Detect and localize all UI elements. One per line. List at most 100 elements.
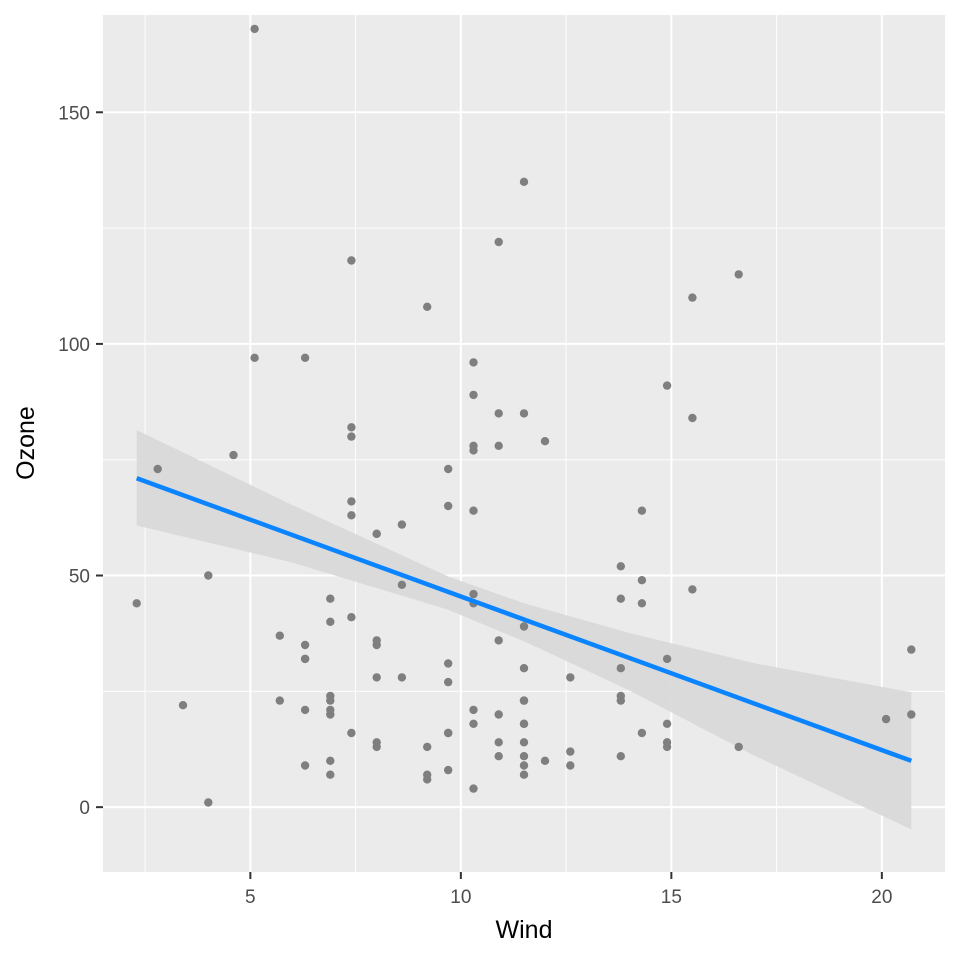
- grid-minor: [103, 15, 945, 872]
- data-point: [326, 705, 335, 715]
- data-point: [540, 756, 550, 765]
- data-point: [469, 506, 478, 515]
- data-point: [132, 599, 141, 608]
- data-points: [132, 24, 916, 807]
- data-point: [519, 696, 529, 705]
- data-point: [688, 293, 697, 302]
- data-point: [347, 728, 356, 738]
- data-point: [469, 358, 478, 367]
- data-point: [616, 594, 625, 603]
- data-point: [519, 622, 529, 631]
- data-point: [372, 640, 381, 650]
- data-point: [881, 714, 891, 724]
- y-axis-title: Ozone: [12, 406, 40, 480]
- data-point: [326, 617, 335, 626]
- data-point: [444, 677, 453, 687]
- data-point: [372, 529, 381, 538]
- data-point: [662, 654, 672, 664]
- data-point: [372, 673, 381, 682]
- data-point: [616, 664, 625, 673]
- data-point: [347, 432, 356, 441]
- x-tick-label: 15: [661, 887, 682, 908]
- regression-line-layer: [135, 476, 913, 763]
- data-point: [616, 752, 625, 761]
- data-point: [566, 673, 575, 682]
- y-tick-label: 50: [69, 567, 90, 588]
- data-point: [300, 654, 310, 664]
- data-point: [300, 761, 310, 770]
- x-axis-title: Wind: [496, 916, 553, 944]
- data-point: [519, 752, 529, 761]
- data-point: [637, 599, 647, 608]
- axis-tick-labels: 5 10 15 20 0 50 100 150: [58, 103, 892, 908]
- data-point: [494, 237, 503, 247]
- data-point: [662, 742, 672, 752]
- data-point: [616, 562, 625, 571]
- data-point: [469, 390, 478, 400]
- data-point: [444, 765, 453, 775]
- data-point: [469, 589, 478, 599]
- data-point: [444, 464, 453, 474]
- data-point: [494, 636, 503, 645]
- data-point: [300, 705, 310, 715]
- regression-line: [135, 476, 913, 763]
- data-point: [423, 302, 432, 311]
- data-point: [423, 770, 432, 779]
- data-point: [637, 728, 647, 738]
- data-point: [566, 761, 575, 770]
- data-point: [347, 423, 356, 432]
- y-tick-label: 100: [58, 335, 90, 356]
- data-point: [204, 571, 213, 580]
- data-point: [229, 450, 238, 460]
- data-point: [178, 701, 188, 710]
- data-point: [326, 594, 335, 603]
- x-tick-label: 5: [245, 887, 256, 908]
- data-point: [688, 413, 697, 423]
- data-point: [275, 696, 284, 705]
- data-point: [907, 710, 916, 719]
- axis-ticks: [96, 111, 883, 879]
- data-point: [519, 770, 529, 779]
- data-point: [494, 738, 503, 747]
- data-point: [397, 673, 407, 682]
- data-point: [519, 409, 529, 418]
- data-point: [637, 576, 647, 585]
- data-point: [662, 719, 672, 728]
- data-point: [519, 177, 529, 186]
- data-point: [326, 756, 335, 765]
- data-point: [347, 511, 356, 520]
- data-point: [469, 719, 478, 728]
- data-point: [540, 437, 550, 446]
- data-point: [250, 24, 259, 34]
- data-point: [397, 580, 407, 589]
- data-point: [153, 464, 162, 474]
- data-point: [469, 705, 478, 715]
- data-point: [347, 256, 356, 265]
- data-point: [469, 784, 478, 793]
- data-point: [444, 501, 453, 511]
- data-point: [250, 353, 259, 362]
- data-point: [519, 664, 529, 673]
- data-point: [566, 747, 575, 756]
- data-point: [347, 613, 356, 622]
- data-point: [519, 719, 529, 728]
- data-point: [494, 752, 503, 761]
- data-point: [326, 770, 335, 779]
- y-tick-label: 150: [58, 103, 90, 124]
- x-tick-label: 20: [871, 887, 892, 908]
- data-point: [469, 441, 478, 450]
- data-point: [519, 761, 529, 770]
- data-point: [616, 691, 625, 701]
- x-tick-label: 10: [450, 887, 471, 908]
- data-point: [494, 409, 503, 418]
- data-point: [494, 441, 503, 450]
- data-point: [519, 738, 529, 747]
- data-point: [444, 659, 453, 668]
- data-point: [637, 506, 647, 515]
- data-point: [275, 631, 284, 640]
- data-point: [300, 353, 310, 362]
- data-point: [372, 738, 381, 747]
- y-tick-label: 0: [79, 798, 90, 819]
- data-point: [907, 645, 916, 654]
